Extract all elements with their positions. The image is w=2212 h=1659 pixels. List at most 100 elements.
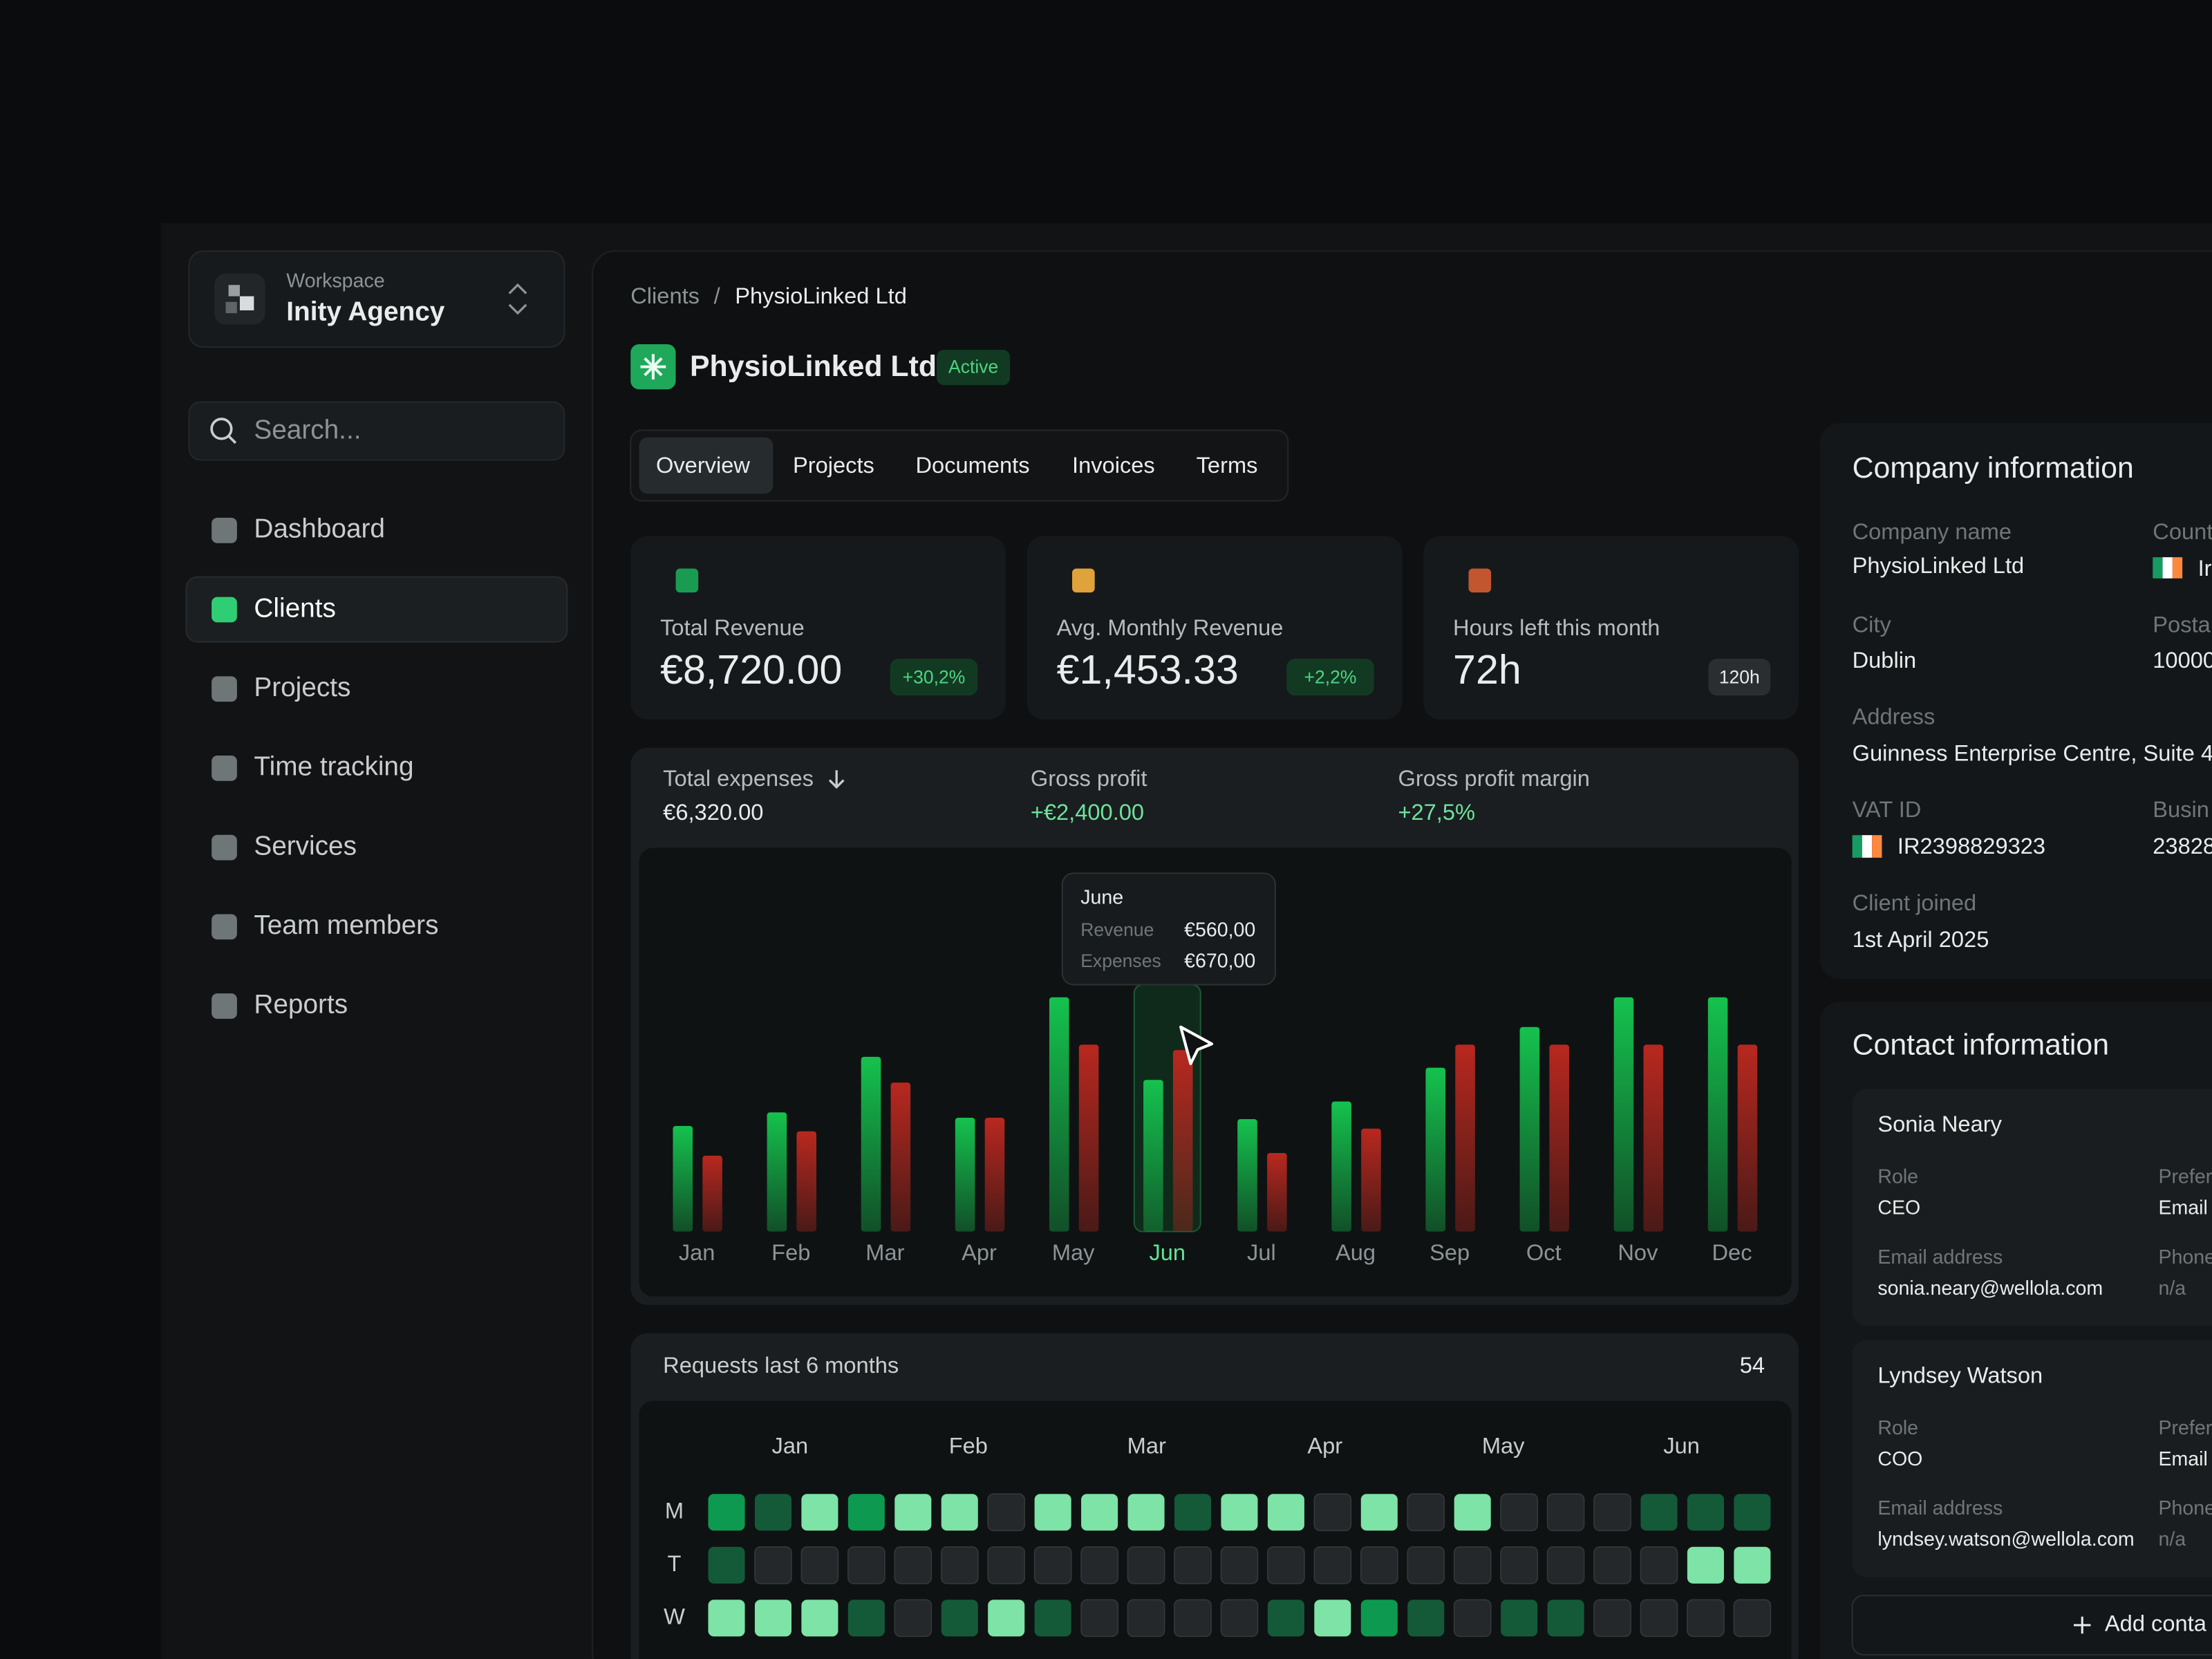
field-value: IR2398829323 <box>1897 833 2045 859</box>
requests-total: 54 <box>1740 1352 1765 1378</box>
client-name: PhysioLinked Ltd <box>690 350 937 383</box>
stat-cards: Total Revenue €8,720.00 +30,2% Avg. Monthly… <box>630 536 1799 720</box>
stat-label: Avg. Monthly Revenue <box>1057 615 1284 640</box>
nav-item[interactable]: Services <box>254 831 357 861</box>
field-label: VAT ID <box>1853 796 1922 822</box>
heat-cell <box>1127 1494 1165 1531</box>
stat-label: Hours left this month <box>1453 615 1660 640</box>
tab[interactable]: Overview <box>656 452 750 478</box>
heat-cell <box>1546 1493 1585 1532</box>
field-value: lyndsey.watson@wellola.com <box>1877 1528 2134 1550</box>
month-label: May <box>1482 1433 1525 1459</box>
tooltip-box <box>1061 872 1276 986</box>
bars: Jan Feb Mar Apr May Jun Jul Aug Sep Oct Nov Dec <box>673 997 1758 1265</box>
x-tick-label: May <box>1052 1239 1095 1265</box>
heat-cell <box>1687 1599 1725 1638</box>
heat-cell <box>941 1494 978 1531</box>
field-value: COO <box>1877 1448 1922 1470</box>
month-label: Apr <box>1307 1433 1342 1459</box>
summary-value: +27,5% <box>1398 799 1475 825</box>
heat-cell <box>1080 1599 1118 1638</box>
heat-cell <box>1593 1493 1631 1532</box>
stat-badge <box>1286 659 1374 696</box>
add-contact-text[interactable]: Add conta <box>2105 1611 2207 1636</box>
nav-item[interactable]: Projects <box>254 673 350 702</box>
tab[interactable]: Terms <box>1197 452 1258 478</box>
field-label: Role <box>1877 1166 1918 1188</box>
x-tick-label: Dec <box>1712 1239 1752 1265</box>
x-tick-label: Aug <box>1335 1239 1376 1265</box>
x-tick-label: Feb <box>771 1239 810 1265</box>
cursor <box>1179 1025 1214 1065</box>
contact-name: Sonia Neary <box>1877 1111 2002 1136</box>
heat-cell <box>1733 1599 1772 1638</box>
heat-cell <box>1640 1494 1678 1531</box>
day-label: W <box>664 1603 685 1629</box>
company-title: Company information <box>1853 451 2134 485</box>
heat-cell <box>1174 1494 1212 1531</box>
chart-area <box>639 847 1792 1297</box>
heat-cell <box>1687 1546 1724 1584</box>
field-value: n/a <box>2158 1277 2186 1300</box>
search-box[interactable] <box>188 401 565 461</box>
nav-list: Dashboard Clients Projects Time tracking Ser… <box>212 514 438 1020</box>
x-tick-label: Jun <box>1149 1239 1185 1265</box>
workspace-switcher[interactable] <box>188 250 565 348</box>
stat-icon <box>675 568 699 593</box>
heat-cell <box>800 1546 839 1584</box>
field-value: Email <box>2158 1197 2207 1219</box>
stat-label: Total Revenue <box>660 615 805 640</box>
tab[interactable]: Invoices <box>1072 452 1155 478</box>
workspace-label: Workspace <box>286 270 384 292</box>
month-label: Jun <box>1663 1433 1700 1459</box>
bar <box>1707 997 1728 1232</box>
x-tick-label: Sep <box>1430 1239 1470 1265</box>
tab[interactable]: Projects <box>793 452 874 478</box>
heat-cell <box>1220 1546 1259 1584</box>
requests-title: Requests last 6 months <box>663 1352 899 1378</box>
bar <box>673 1125 693 1232</box>
add-contact-button[interactable] <box>1851 1595 2212 1656</box>
heat-cell <box>988 1600 1025 1637</box>
heat-cell <box>708 1546 745 1584</box>
heat-cell <box>708 1600 745 1637</box>
nav-item[interactable]: Dashboard <box>254 514 385 544</box>
field-label: Posta <box>2153 612 2211 637</box>
heat-cell <box>1734 1494 1771 1531</box>
bar <box>1455 1044 1475 1232</box>
stat-icon <box>1468 568 1492 593</box>
nav-item[interactable]: Time tracking <box>254 752 413 782</box>
heat-cell <box>847 1494 885 1531</box>
summary: Total expenses €6,320.00 Gross profit +€2,4… <box>663 765 1590 825</box>
contacts-list: Sonia Neary Role CEO Prefer Email Email addre… <box>1852 1089 2212 1577</box>
field-value: Ir <box>2198 555 2212 581</box>
heat-cell <box>940 1546 979 1584</box>
stat-icon <box>1072 568 1095 593</box>
bar <box>1237 1119 1257 1232</box>
x-tick-label: Mar <box>865 1239 904 1265</box>
x-tick-label: Oct <box>1526 1239 1562 1265</box>
contact-card <box>1852 1089 2212 1327</box>
bar <box>1519 1027 1540 1232</box>
heat-cell <box>1314 1600 1351 1637</box>
contact-card <box>1852 1340 2212 1577</box>
breadcrumb-parent[interactable]: Clients <box>630 283 700 308</box>
status-badge <box>937 350 1011 386</box>
x-tick-label: Nov <box>1618 1239 1658 1265</box>
arrow-down-icon <box>828 770 845 789</box>
tab[interactable]: Documents <box>915 452 1029 478</box>
tooltip-label: Expenses <box>1080 950 1161 971</box>
nav-item[interactable]: Team members <box>254 910 438 940</box>
heat-cell <box>1734 1546 1771 1584</box>
nav-item[interactable]: Reports <box>254 990 348 1020</box>
day-label: T <box>668 1550 682 1576</box>
stat-card <box>1423 536 1799 720</box>
contact-name: Lyndsey Watson <box>1877 1362 2043 1387</box>
nav-item[interactable]: Clients <box>254 593 336 623</box>
field-label: Count <box>2153 518 2212 544</box>
bar <box>955 1118 975 1232</box>
month-label: Jan <box>772 1433 809 1459</box>
stat-value: 72h <box>1453 646 1521 693</box>
summary-label: Total expenses <box>663 765 814 791</box>
